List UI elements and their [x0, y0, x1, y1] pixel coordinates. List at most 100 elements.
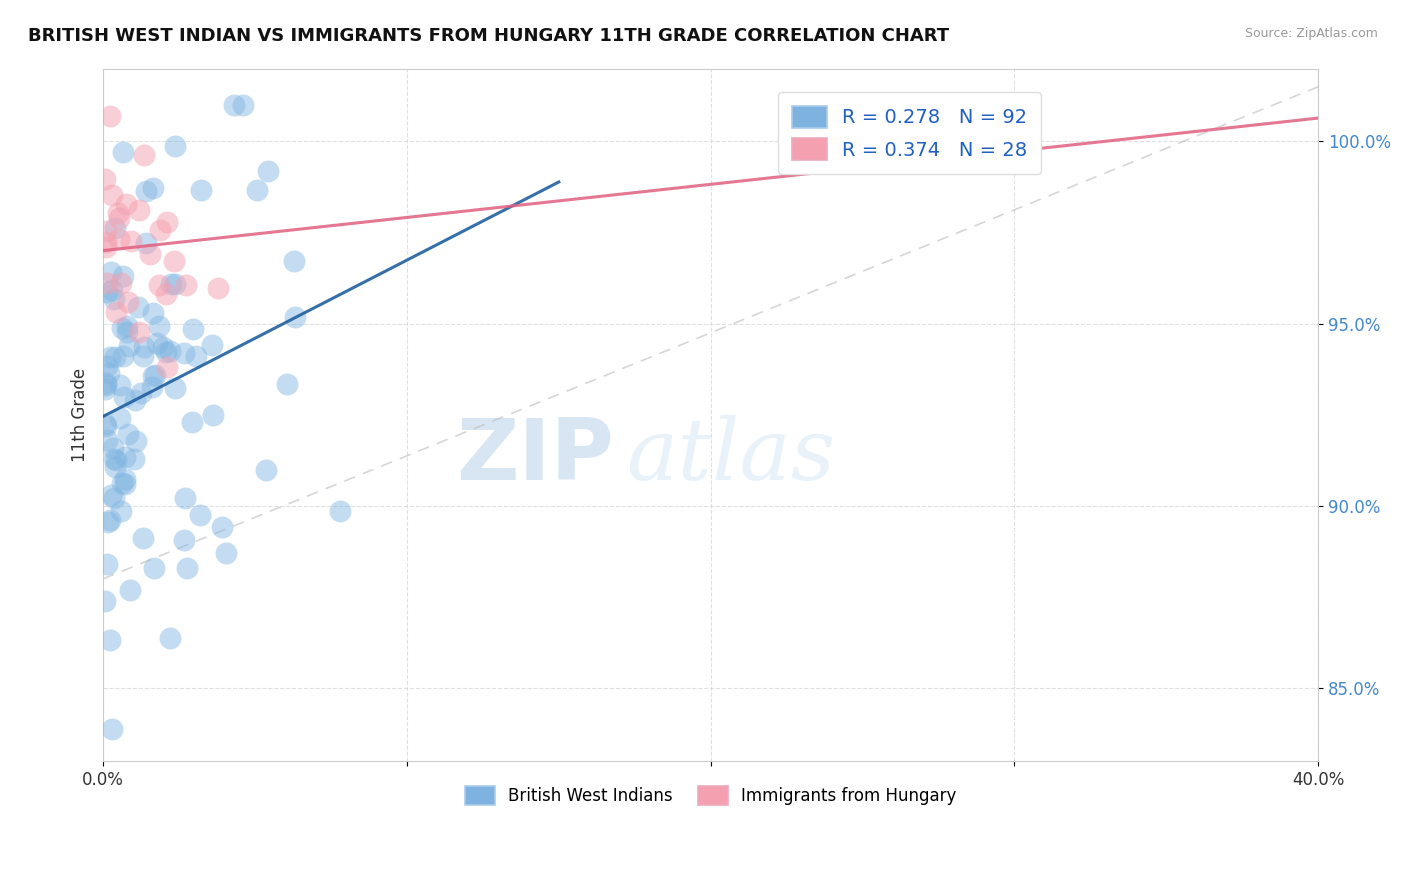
Point [108, 411, 131, 425]
Point [114, 476, 136, 491]
Point [184, 350, 207, 364]
Point [173, 533, 195, 547]
Point [101, 283, 124, 297]
Point [125, 434, 148, 448]
Point [155, 345, 177, 359]
Point [132, 340, 155, 354]
Point [96, 235, 118, 250]
Point [103, 451, 125, 466]
Point [96, 359, 118, 374]
Point [207, 280, 229, 294]
Point [96, 276, 118, 290]
Point [183, 322, 205, 336]
Point [112, 390, 135, 404]
Point [132, 148, 155, 162]
Point [108, 232, 131, 246]
Point [145, 335, 167, 350]
Point [94, 419, 117, 434]
Text: Source: ZipAtlas.com: Source: ZipAtlas.com [1244, 27, 1378, 40]
Point [254, 463, 277, 477]
Point [142, 181, 165, 195]
Point [104, 350, 127, 364]
Point [110, 276, 132, 290]
Point [104, 220, 127, 235]
Point [117, 426, 139, 441]
Point [152, 340, 174, 354]
Point [115, 197, 138, 211]
Point [188, 508, 211, 522]
Point [93, 417, 115, 432]
Point [232, 98, 254, 112]
Point [114, 450, 136, 464]
Point [97, 366, 120, 380]
Point [94, 382, 117, 396]
Point [1004, 123, 1026, 137]
Point [108, 211, 131, 225]
Point [96, 377, 118, 392]
Point [215, 546, 238, 560]
Point [135, 235, 157, 250]
Point [111, 145, 134, 160]
Point [100, 264, 122, 278]
Text: ZIP: ZIP [456, 415, 613, 498]
Point [118, 339, 141, 353]
Point [176, 561, 198, 575]
Point [96, 433, 118, 447]
Point [284, 310, 307, 324]
Point [159, 631, 181, 645]
Point [165, 381, 187, 395]
Point [98, 633, 121, 648]
Point [163, 138, 186, 153]
Text: atlas: atlas [626, 415, 835, 498]
Point [143, 561, 166, 575]
Point [201, 338, 224, 352]
Point [103, 292, 125, 306]
Point [96, 558, 118, 572]
Point [224, 98, 246, 112]
Point [156, 359, 179, 374]
Point [94, 239, 117, 253]
Point [110, 377, 132, 392]
Point [131, 349, 153, 363]
Point [202, 408, 225, 422]
Point [120, 234, 142, 248]
Point [128, 325, 150, 339]
Point [94, 224, 117, 238]
Point [111, 475, 134, 490]
Point [128, 202, 150, 217]
Point [122, 451, 145, 466]
Point [135, 184, 157, 198]
Point [101, 722, 124, 736]
Point [93, 594, 115, 608]
Point [148, 319, 170, 334]
Point [148, 277, 170, 292]
Point [142, 306, 165, 320]
Point [163, 253, 186, 268]
Point [111, 269, 134, 284]
Point [117, 325, 139, 339]
Legend: British West Indians, Immigrants from Hungary: British West Indians, Immigrants from Hu… [456, 776, 966, 815]
Point [283, 254, 305, 268]
Point [190, 184, 212, 198]
Point [143, 368, 166, 382]
Point [112, 349, 135, 363]
Point [103, 442, 125, 456]
Text: BRITISH WEST INDIAN VS IMMIGRANTS FROM HUNGARY 11TH GRADE CORRELATION CHART: BRITISH WEST INDIAN VS IMMIGRANTS FROM H… [28, 27, 949, 45]
Point [101, 188, 124, 202]
Point [160, 277, 183, 291]
Point [98, 513, 121, 527]
Point [105, 453, 128, 467]
Point [180, 415, 202, 429]
Point [276, 376, 298, 391]
Point [96, 285, 118, 299]
Point [155, 287, 177, 301]
Point [114, 472, 136, 486]
Point [329, 504, 352, 518]
Point [163, 277, 186, 291]
Point [118, 582, 141, 597]
Point [98, 351, 121, 365]
Point [117, 295, 139, 310]
Point [132, 532, 155, 546]
Point [98, 109, 121, 123]
Point [110, 503, 132, 517]
